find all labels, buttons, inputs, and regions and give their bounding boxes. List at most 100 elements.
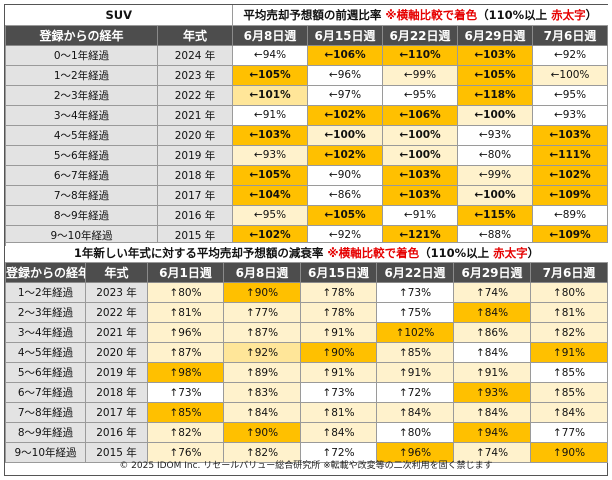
report-frame: SUV 平均売却予想額の前週比率 ※横軸比較で着色（110%以上 赤太字） 登録…: [4, 4, 609, 476]
table-row: 4～5年経過 2020 年 ←103% ←100% ←100% ←93% ←103%: [5, 124, 609, 146]
row-model-year: 2023 年: [85, 282, 148, 303]
ratio-cell: ↑84%: [453, 342, 531, 363]
ratio-cell: ←96%: [307, 64, 383, 86]
table-row: 9～10年経過 2015 年 ←102% ←92% ←121% ←88% ←109%: [5, 224, 609, 246]
row-elapsed-label: 4～5年経過: [5, 342, 86, 363]
ratio-cell: ←121%: [382, 224, 458, 246]
ratio-cell: ←91%: [382, 204, 458, 226]
ratio-cell: ↑92%: [223, 342, 301, 363]
table2-title-note: ※横軸比較で着色: [327, 245, 420, 260]
header-week: 6月15日週: [307, 24, 383, 46]
ratio-cell: ↑91%: [376, 362, 454, 383]
row-elapsed-label: 5～6年経過: [5, 362, 86, 383]
ratio-cell: ↑74%: [453, 282, 531, 303]
row-elapsed-label: 9～10年経過: [5, 442, 86, 463]
table-row: 0～1年経過 2024 年 ←94% ←106% ←110% ←103% ←92%: [5, 44, 609, 66]
ratio-cell: ←99%: [382, 64, 458, 86]
ratio-cell: ←92%: [531, 44, 609, 66]
ratio-cell: ←100%: [457, 104, 533, 126]
copyright-footer: © 2025 IDOM Inc. リセールバリュー総合研究所 ※転載や改変等の二…: [119, 461, 493, 471]
table-row: 7～8年経過 2017 年 ↑85% ↑84% ↑81% ↑84% ↑84% ↑84%: [5, 402, 608, 423]
ratio-cell: ↑80%: [376, 422, 454, 443]
ratio-cell: ←93%: [232, 144, 308, 166]
ratio-cell: ←102%: [232, 224, 308, 246]
ratio-cell: ←118%: [457, 84, 533, 106]
ratio-cell: ←94%: [232, 44, 308, 66]
ratio-cell: ↑89%: [223, 362, 301, 383]
ratio-cell: ↑82%: [147, 422, 224, 443]
ratio-cell: ←101%: [232, 84, 308, 106]
ratio-cell: ←109%: [531, 224, 609, 246]
ratio-cell: ↑75%: [376, 302, 454, 323]
row-elapsed-label: 7～8年経過: [5, 402, 86, 423]
row-model-year: 2015 年: [85, 442, 148, 463]
ratio-cell: ↑74%: [453, 442, 531, 463]
ratio-cell: ←104%: [232, 184, 308, 206]
header-week: 7月6日週: [531, 24, 609, 46]
row-elapsed-label: 9～10年経過: [5, 224, 158, 246]
row-model-year: 2017 年: [85, 402, 148, 423]
ratio-cell: ←91%: [232, 104, 308, 126]
row-elapsed-label: 6～7年経過: [5, 382, 86, 403]
ratio-cell: ←102%: [307, 144, 383, 166]
ratio-cell: ↑86%: [453, 322, 531, 343]
header-elapsed: 登録からの経年: [5, 24, 158, 46]
row-elapsed-label: 4～5年経過: [5, 124, 158, 146]
row-model-year: 2019 年: [85, 362, 148, 383]
ratio-cell: ↑85%: [530, 382, 608, 403]
ratio-cell: ←100%: [457, 184, 533, 206]
ratio-cell: ↑81%: [147, 302, 224, 323]
category-label: SUV: [5, 5, 233, 26]
table-row: 7～8年経過 2017 年 ←104% ←86% ←103% ←100% ←109%: [5, 184, 609, 206]
ratio-cell: ←103%: [232, 124, 308, 146]
ratio-cell: ↑90%: [223, 422, 301, 443]
row-model-year: 2018 年: [157, 164, 233, 186]
header-week: 6月29日週: [457, 24, 533, 46]
ratio-cell: ↑85%: [376, 342, 454, 363]
ratio-cell: ↑72%: [300, 442, 377, 463]
row-elapsed-label: 7～8年経過: [5, 184, 158, 206]
ratio-cell: ←88%: [457, 224, 533, 246]
ratio-cell: ←105%: [232, 64, 308, 86]
table-row: 6～7年経過 2018 年 ↑73% ↑83% ↑73% ↑72% ↑93% ↑85%: [5, 382, 608, 403]
table-row: 9～10年経過 2015 年 ↑76% ↑82% ↑72% ↑96% ↑74% ↑90%: [5, 442, 608, 463]
table1-title: 平均売却予想額の前週比率 ※横軸比較で着色（110%以上 赤太字）: [232, 5, 608, 26]
table-row: 1～2年経過 2023 年 ←105% ←96% ←99% ←105% ←100%: [5, 64, 609, 86]
table-row: 3～4年経過 2021 年 ←91% ←102% ←106% ←100% ←93%: [5, 104, 609, 126]
ratio-cell: ↑90%: [223, 282, 301, 303]
table2-title: 1年新しい年式に対する平均売却予想額の減衰率 ※横軸比較で着色（110%以上 赤…: [5, 242, 608, 263]
header-week: 6月22日週: [376, 262, 454, 283]
ratio-cell: ↑91%: [300, 362, 377, 383]
ratio-cell: ←99%: [457, 164, 533, 186]
header-week: 6月22日週: [382, 24, 458, 46]
header-week: 6月15日週: [300, 262, 377, 283]
ratio-cell: ←103%: [457, 44, 533, 66]
row-model-year: 2022 年: [157, 84, 233, 106]
ratio-cell: ↑80%: [147, 282, 224, 303]
ratio-cell: ←103%: [531, 124, 609, 146]
ratio-cell: ↑91%: [300, 322, 377, 343]
ratio-cell: ↑84%: [530, 402, 608, 423]
ratio-cell: ←93%: [457, 124, 533, 146]
ratio-cell: ←95%: [382, 84, 458, 106]
ratio-cell: ←110%: [382, 44, 458, 66]
ratio-cell: ↑80%: [530, 282, 608, 303]
ratio-cell: ↑91%: [453, 362, 531, 383]
ratio-cell: ↑98%: [147, 362, 224, 383]
ratio-cell: ←90%: [307, 164, 383, 186]
row-model-year: 2018 年: [85, 382, 148, 403]
ratio-cell: ↑73%: [147, 382, 224, 403]
row-model-year: 2019 年: [157, 144, 233, 166]
row-elapsed-label: 1～2年経過: [5, 282, 86, 303]
ratio-cell: ←105%: [232, 164, 308, 186]
header-model-year: 年式: [157, 24, 233, 46]
row-model-year: 2015 年: [157, 224, 233, 246]
ratio-cell: ←103%: [382, 164, 458, 186]
ratio-cell: ↑84%: [376, 402, 454, 423]
ratio-cell: ↑85%: [530, 362, 608, 383]
row-model-year: 2020 年: [157, 124, 233, 146]
decay-rate-table: 1年新しい年式に対する平均売却予想額の減衰率 ※横軸比較で着色（110%以上 赤…: [5, 242, 608, 463]
table-row: 8～9年経過 2016 年 ←95% ←105% ←91% ←115% ←89%: [5, 204, 609, 226]
ratio-cell: ↑94%: [453, 422, 531, 443]
ratio-cell: ←106%: [307, 44, 383, 66]
